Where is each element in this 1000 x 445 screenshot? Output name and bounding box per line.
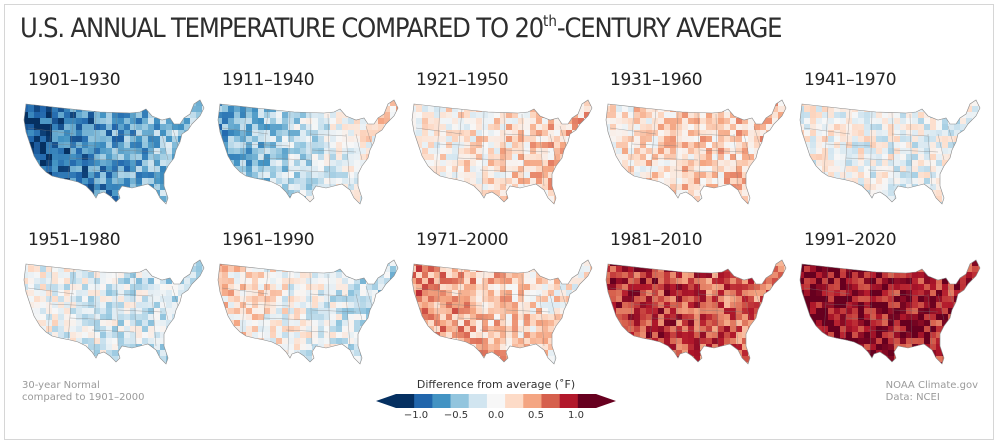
legend-tick: 0.0 — [488, 410, 504, 421]
us-map-1971-2000 — [411, 259, 593, 365]
panel-1921-1950: 1921–1950 — [410, 70, 605, 235]
period-label: 1901–1930 — [28, 70, 121, 90]
legend-tick: 1.0 — [568, 410, 584, 421]
legend-tick: −1.0 — [403, 410, 429, 421]
period-label: 1911–1940 — [222, 70, 315, 90]
period-label: 1941–1970 — [804, 70, 897, 90]
legend-tick: −0.5 — [443, 410, 469, 421]
us-map-1921-1950 — [411, 99, 593, 205]
legend-swatch — [396, 394, 415, 408]
normal-note: 30-year Normal compared to 1901–2000 — [22, 380, 145, 404]
panel-1931-1960: 1931–1960 — [604, 70, 799, 235]
us-map-1961-1990 — [217, 259, 399, 365]
period-label: 1981–2010 — [610, 230, 703, 250]
legend-swatch — [432, 394, 451, 408]
period-label: 1921–1950 — [416, 70, 509, 90]
legend-swatch — [486, 394, 506, 408]
legend-arrow-low — [376, 394, 396, 408]
us-outline — [217, 99, 399, 205]
figure-frame — [4, 4, 994, 440]
legend-swatch — [559, 394, 579, 408]
us-outline — [799, 99, 981, 205]
normal-note-line-2: compared to 1901–2000 — [22, 392, 145, 403]
legend-colorbar — [376, 394, 616, 408]
legend-swatch — [468, 394, 488, 408]
us-outline — [23, 259, 205, 365]
period-label: 1991–2020 — [804, 230, 897, 250]
us-outline — [23, 99, 205, 205]
normal-note-line-1: 30-year Normal — [22, 380, 100, 391]
us-map-1911-1940 — [217, 99, 399, 205]
us-map-1991-2020 — [799, 259, 981, 365]
us-map-1931-1960 — [605, 99, 787, 205]
figure-title: U.S. ANNUAL TEMPERATURE COMPARED TO 20th… — [20, 12, 782, 44]
legend-swatch — [414, 394, 433, 408]
legend-title: Difference from average (˚F) — [416, 378, 576, 391]
us-outline — [799, 259, 981, 365]
period-label: 1951–1980 — [28, 230, 121, 250]
period-label: 1961–1990 — [222, 230, 315, 250]
color-legend: Difference from average (˚F) −1.0 −0.5 0… — [376, 378, 616, 428]
legend-swatch — [577, 394, 597, 408]
us-outline — [411, 99, 593, 205]
panel-1941-1970: 1941–1970 — [798, 70, 993, 235]
panel-1971-2000: 1971–2000 — [410, 230, 605, 395]
credit-line-2: Data: NCEI — [885, 392, 940, 403]
legend-swatch — [523, 394, 542, 408]
panel-1911-1940: 1911–1940 — [216, 70, 411, 235]
us-outline — [605, 259, 787, 365]
panel-1901-1930: 1901–1930 — [22, 70, 217, 235]
us-map-1901-1930 — [23, 99, 205, 205]
us-outline — [411, 259, 593, 365]
legend-swatch — [450, 394, 470, 408]
legend-swatch — [505, 394, 524, 408]
us-outline — [217, 259, 399, 365]
credit-line-1: NOAA Climate.gov — [885, 380, 978, 391]
panel-1961-1990: 1961–1990 — [216, 230, 411, 395]
legend-swatch — [541, 394, 560, 408]
legend-tick: 0.5 — [528, 410, 544, 421]
period-label: 1931–1960 — [610, 70, 703, 90]
us-map-1981-2010 — [605, 259, 787, 365]
panel-1991-2020: 1991–2020 — [798, 230, 993, 395]
us-map-1951-1980 — [23, 259, 205, 365]
legend-arrow-high — [596, 394, 616, 408]
panel-1951-1980: 1951–1980 — [22, 230, 217, 395]
us-map-1941-1970 — [799, 99, 981, 205]
period-label: 1971–2000 — [416, 230, 509, 250]
source-credit: NOAA Climate.gov Data: NCEI — [886, 380, 978, 404]
panel-1981-2010: 1981–2010 — [604, 230, 799, 395]
us-outline — [605, 99, 787, 205]
